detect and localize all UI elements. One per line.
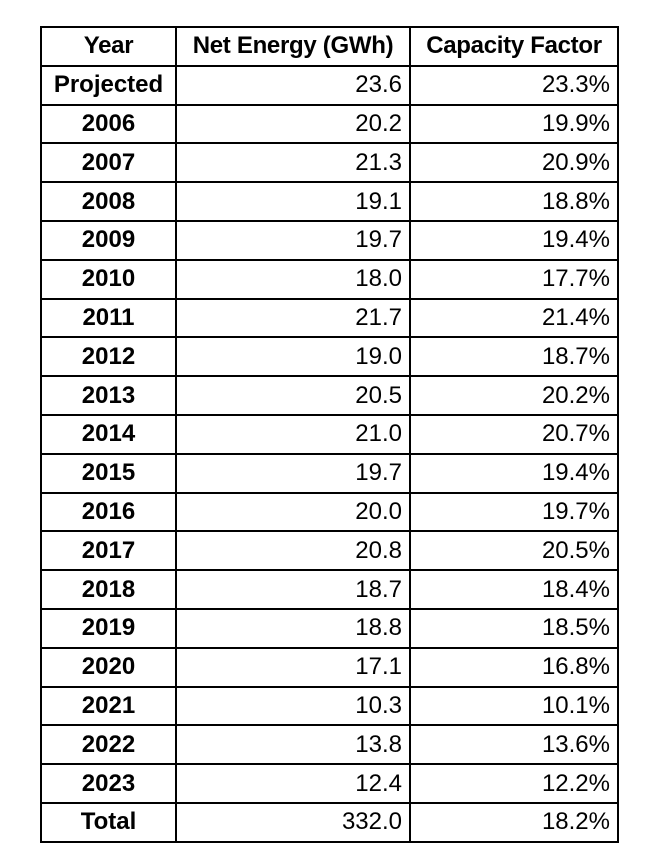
capacity-factor-cell: 19.4% <box>409 452 619 494</box>
table-row: 2013 20.5 20.2% <box>40 375 619 416</box>
year-cell: 2017 <box>40 530 177 572</box>
table-row: 2010 18.0 17.7% <box>40 258 619 300</box>
year-cell: 2022 <box>40 724 177 766</box>
year-cell: 2015 <box>40 452 177 494</box>
net-energy-cell: 23.6 <box>175 64 411 106</box>
capacity-factor-cell: 21.4% <box>409 297 619 339</box>
year-cell: Total <box>40 801 177 843</box>
year-cell: 2020 <box>40 646 177 688</box>
net-energy-cell: 19.7 <box>175 452 411 494</box>
year-cell: 2010 <box>40 258 177 300</box>
year-cell: 2016 <box>40 491 177 533</box>
table-row: 2012 19.0 18.7% <box>40 336 619 378</box>
table-row: 2022 13.8 13.6% <box>40 724 619 766</box>
net-energy-cell: 17.1 <box>175 646 411 688</box>
table-row: 2007 21.3 20.9% <box>40 142 619 184</box>
net-energy-cell: 18.7 <box>175 569 411 610</box>
capacity-factor-cell: 18.4% <box>409 569 619 610</box>
table-row: 2016 20.0 19.7% <box>40 491 619 533</box>
net-energy-cell: 12.4 <box>175 763 411 804</box>
table-row: 2014 21.0 20.7% <box>40 413 619 455</box>
table-row: 2011 21.7 21.4% <box>40 297 619 339</box>
net-energy-cell: 19.0 <box>175 336 411 378</box>
capacity-factor-cell: 20.2% <box>409 375 619 416</box>
capacity-factor-cell: 20.5% <box>409 530 619 572</box>
table-row: 2008 19.1 18.8% <box>40 181 619 222</box>
table-row: 2015 19.7 19.4% <box>40 452 619 494</box>
year-cell: 2014 <box>40 413 177 455</box>
capacity-factor-cell: 18.2% <box>409 801 619 843</box>
capacity-factor-cell: 16.8% <box>409 646 619 688</box>
year-cell: Projected <box>40 64 177 106</box>
col-header-year: Year <box>40 26 177 67</box>
year-cell: 2006 <box>40 103 177 145</box>
table-row: Total 332.0 18.2% <box>40 801 619 843</box>
net-energy-cell: 332.0 <box>175 801 411 843</box>
net-energy-cell: 10.3 <box>175 685 411 727</box>
col-header-capacity-factor: Capacity Factor <box>409 26 619 67</box>
capacity-factor-cell: 20.9% <box>409 142 619 184</box>
capacity-factor-cell: 23.3% <box>409 64 619 106</box>
col-header-net-energy: Net Energy (GWh) <box>175 26 411 67</box>
capacity-factor-cell: 19.9% <box>409 103 619 145</box>
net-energy-cell: 21.7 <box>175 297 411 339</box>
capacity-factor-cell: 19.7% <box>409 491 619 533</box>
table-row: 2021 10.3 10.1% <box>40 685 619 727</box>
capacity-factor-cell: 19.4% <box>409 219 619 261</box>
capacity-factor-cell: 18.8% <box>409 181 619 222</box>
year-cell: 2018 <box>40 569 177 610</box>
capacity-factor-cell: 17.7% <box>409 258 619 300</box>
net-energy-cell: 13.8 <box>175 724 411 766</box>
year-cell: 2013 <box>40 375 177 416</box>
year-cell: 2007 <box>40 142 177 184</box>
year-cell: 2021 <box>40 685 177 727</box>
table-row: 2017 20.8 20.5% <box>40 530 619 572</box>
year-cell: 2023 <box>40 763 177 804</box>
table-row: 2006 20.2 19.9% <box>40 103 619 145</box>
year-cell: 2019 <box>40 607 177 649</box>
net-energy-cell: 20.8 <box>175 530 411 572</box>
energy-table-container: Year Net Energy (GWh) Capacity Factor Pr… <box>40 26 619 843</box>
year-cell: 2008 <box>40 181 177 222</box>
net-energy-cell: 21.0 <box>175 413 411 455</box>
capacity-factor-cell: 12.2% <box>409 763 619 804</box>
net-energy-cell: 18.0 <box>175 258 411 300</box>
net-energy-cell: 20.0 <box>175 491 411 533</box>
net-energy-cell: 19.7 <box>175 219 411 261</box>
year-cell: 2012 <box>40 336 177 378</box>
capacity-factor-cell: 18.5% <box>409 607 619 649</box>
capacity-factor-cell: 20.7% <box>409 413 619 455</box>
table-row: 2019 18.8 18.5% <box>40 607 619 649</box>
net-energy-cell: 20.2 <box>175 103 411 145</box>
net-energy-cell: 18.8 <box>175 607 411 649</box>
header-row: Year Net Energy (GWh) Capacity Factor <box>40 26 619 67</box>
year-cell: 2011 <box>40 297 177 339</box>
table-row: 2018 18.7 18.4% <box>40 569 619 610</box>
table-row: Projected 23.6 23.3% <box>40 64 619 106</box>
capacity-factor-cell: 13.6% <box>409 724 619 766</box>
year-cell: 2009 <box>40 219 177 261</box>
capacity-factor-cell: 10.1% <box>409 685 619 727</box>
capacity-factor-cell: 18.7% <box>409 336 619 378</box>
net-energy-cell: 19.1 <box>175 181 411 222</box>
net-energy-cell: 20.5 <box>175 375 411 416</box>
table-row: 2009 19.7 19.4% <box>40 219 619 261</box>
table-row: 2023 12.4 12.2% <box>40 763 619 804</box>
annual-energy-table: Year Net Energy (GWh) Capacity Factor Pr… <box>40 26 619 843</box>
net-energy-cell: 21.3 <box>175 142 411 184</box>
table-row: 2020 17.1 16.8% <box>40 646 619 688</box>
